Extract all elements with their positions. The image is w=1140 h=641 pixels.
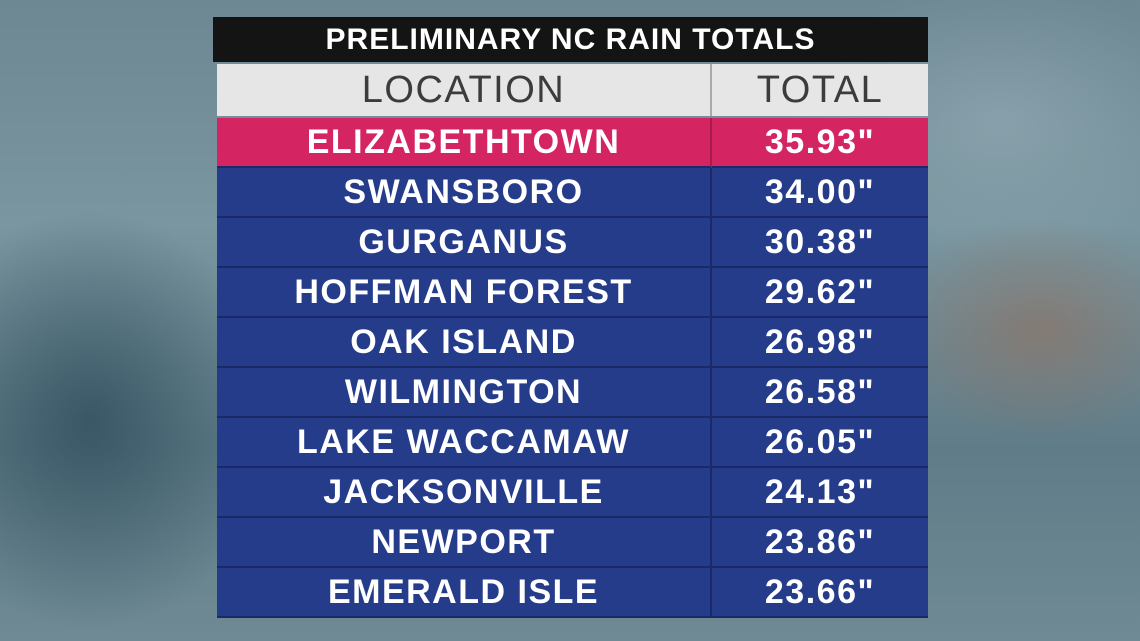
location-cell: SWANSBORO [217,168,712,218]
rain-table: LOCATION TOTAL ELIZABETHTOWN 35.93" SWANSBOR… [217,64,928,618]
table-row: OAK ISLAND 26.98" [217,318,928,368]
title-bar: PRELIMINARY NC RAIN TOTALS [213,17,928,62]
column-header: LOCATION [217,64,712,116]
table-row: LAKE WACCAMAW 26.05" [217,418,928,468]
table-row: WILMINGTON 26.58" [217,368,928,418]
location-cell: JACKSONVILLE [217,468,712,518]
table-row: EMERALD ISLE 23.66" [217,568,928,618]
total-cell: 23.86" [712,518,928,568]
location-cell: ELIZABETHTOWN [217,118,712,168]
total-cell: 34.00" [712,168,928,218]
location-cell: EMERALD ISLE [217,568,712,618]
total-cell: 35.93" [712,118,928,168]
total-cell: 30.38" [712,218,928,268]
location-cell: HOFFMAN FOREST [217,268,712,318]
location-cell: WILMINGTON [217,368,712,418]
table-row: ELIZABETHTOWN 35.93" [217,118,928,168]
total-cell: 26.58" [712,368,928,418]
table-row: GURGANUS 30.38" [217,218,928,268]
location-cell: NEWPORT [217,518,712,568]
location-cell: OAK ISLAND [217,318,712,368]
total-cell: 26.05" [712,418,928,468]
table-row: SWANSBORO 34.00" [217,168,928,218]
total-cell: 24.13" [712,468,928,518]
column-header: TOTAL [712,64,928,116]
table-row: HOFFMAN FOREST 29.62" [217,268,928,318]
table-row: JACKSONVILLE 24.13" [217,468,928,518]
header-row: LOCATION TOTAL [217,64,928,116]
total-cell: 29.62" [712,268,928,318]
location-cell: GURGANUS [217,218,712,268]
location-cell: LAKE WACCAMAW [217,418,712,468]
table-row: NEWPORT 23.86" [217,518,928,568]
total-cell: 23.66" [712,568,928,618]
total-cell: 26.98" [712,318,928,368]
